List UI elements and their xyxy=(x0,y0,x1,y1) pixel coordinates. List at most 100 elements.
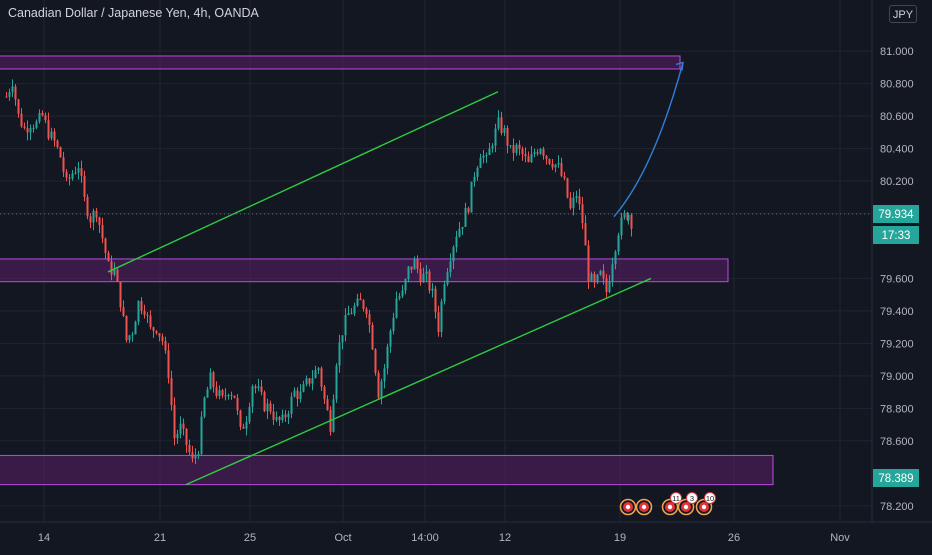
candle xyxy=(65,169,68,182)
candle xyxy=(23,122,26,130)
candle xyxy=(8,88,11,101)
candle xyxy=(53,128,56,147)
candle xyxy=(485,152,488,163)
candle xyxy=(473,172,476,187)
candle xyxy=(350,308,353,315)
candle xyxy=(620,212,623,240)
price-tick-label: 79.400 xyxy=(880,306,914,318)
candle xyxy=(320,366,323,392)
time-axis[interactable]: 14 21 25 Oct 14:00 12 19 26 Nov xyxy=(38,532,850,544)
event-marker[interactable]: 3 xyxy=(677,492,698,516)
candle xyxy=(293,387,296,398)
candle xyxy=(581,197,584,230)
candle xyxy=(140,297,143,315)
candle xyxy=(347,305,350,316)
candle xyxy=(266,398,269,419)
candle xyxy=(71,170,74,181)
candle xyxy=(314,365,317,379)
candle xyxy=(566,177,569,199)
candle xyxy=(365,306,368,319)
event-marker[interactable] xyxy=(635,498,653,516)
candle xyxy=(407,266,410,283)
candle xyxy=(155,330,158,335)
candle xyxy=(80,160,83,183)
candle xyxy=(161,333,164,346)
candle xyxy=(125,315,128,343)
candle xyxy=(242,423,245,429)
candle xyxy=(590,271,593,282)
candle xyxy=(335,363,338,403)
candle xyxy=(86,194,89,220)
price-tick-label: 79.600 xyxy=(880,273,914,285)
event-marker[interactable]: 10 xyxy=(695,492,716,516)
chart-title[interactable]: Canadian Dollar / Japanese Yen, 4h, OAND… xyxy=(8,6,259,20)
candle xyxy=(602,264,605,285)
candle xyxy=(584,215,587,246)
candle xyxy=(422,267,425,283)
candle xyxy=(11,79,14,97)
candle xyxy=(212,370,215,393)
candle xyxy=(572,192,575,216)
candle xyxy=(308,377,311,387)
candle xyxy=(557,155,560,168)
candle xyxy=(302,380,305,393)
candle xyxy=(185,428,188,453)
candle xyxy=(536,149,539,156)
candle xyxy=(488,142,491,156)
candle xyxy=(491,143,494,153)
candle xyxy=(290,392,293,419)
trend-line[interactable] xyxy=(107,91,499,273)
candle xyxy=(569,192,572,210)
price-tick-label: 80.200 xyxy=(880,176,914,188)
candle xyxy=(29,124,32,141)
candle xyxy=(542,146,545,160)
candle xyxy=(89,213,92,229)
candle xyxy=(137,300,140,326)
candle xyxy=(146,312,149,324)
price-zone[interactable] xyxy=(0,55,681,70)
candle xyxy=(98,216,101,233)
last-price-value: 79.934 xyxy=(878,209,914,221)
candle xyxy=(38,109,41,124)
price-axis[interactable]: 81.00080.80080.60080.40080.20080.00079.6… xyxy=(880,46,914,513)
candle xyxy=(437,305,440,337)
price-zone[interactable] xyxy=(0,454,774,486)
trend-line[interactable] xyxy=(185,277,652,486)
candle xyxy=(257,378,260,392)
zone-price-value: 78.389 xyxy=(878,473,913,485)
candle xyxy=(227,393,230,400)
candle xyxy=(14,84,17,106)
candle xyxy=(206,386,209,398)
currency-button[interactable]: JPY xyxy=(889,5,917,23)
price-zone[interactable] xyxy=(0,258,729,283)
candle xyxy=(32,124,35,133)
projection-arrow[interactable] xyxy=(613,62,684,218)
candle xyxy=(554,163,557,173)
candle xyxy=(68,174,71,186)
time-tick-label: 26 xyxy=(728,532,740,544)
candle xyxy=(224,388,227,401)
last-price-badge: 79.934 17:33 xyxy=(873,205,919,244)
candle xyxy=(284,410,287,422)
candle xyxy=(167,343,170,384)
candle xyxy=(209,368,212,390)
candle xyxy=(134,320,137,335)
candle xyxy=(614,249,617,270)
candle xyxy=(179,416,182,439)
candles xyxy=(5,79,633,465)
candle xyxy=(311,370,314,391)
price-tick-label: 78.200 xyxy=(880,501,914,513)
candle xyxy=(200,411,203,456)
candle xyxy=(425,265,428,282)
candle xyxy=(278,416,281,426)
candle xyxy=(344,308,347,342)
candle xyxy=(356,293,359,307)
event-marker[interactable] xyxy=(619,498,637,516)
candle xyxy=(35,119,38,130)
event-markers[interactable]: 11 3 10 xyxy=(619,492,716,516)
candle xyxy=(119,281,122,312)
drawing-lines xyxy=(107,61,684,486)
event-marker[interactable]: 11 xyxy=(661,492,682,516)
candle xyxy=(392,312,395,335)
